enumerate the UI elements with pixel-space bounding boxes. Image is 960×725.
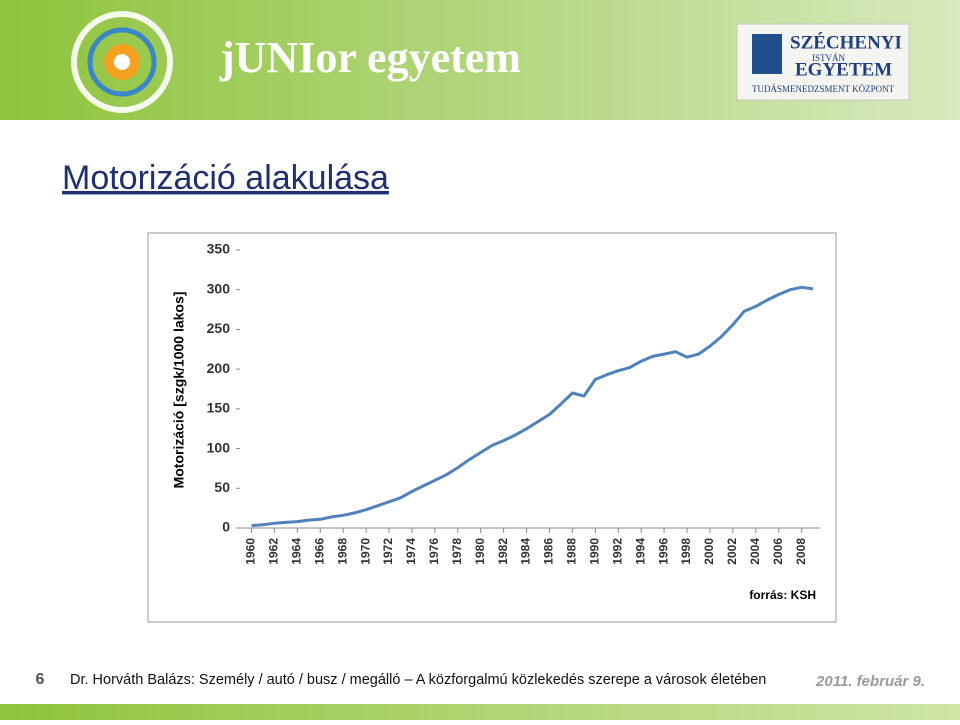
partner-name: ISTVÁN [812, 53, 845, 63]
y-tick-label: 150 [207, 400, 231, 416]
x-tick-label: 1994 [633, 538, 647, 565]
partner-emblem [752, 34, 782, 74]
data-line [251, 285, 814, 528]
x-tick-label: 1982 [496, 538, 510, 565]
x-tick-label: 1960 [244, 538, 258, 565]
x-tick-label: 2006 [771, 538, 785, 565]
footer-date: 2011. február 9. [815, 673, 925, 690]
x-tick-label: 1984 [519, 538, 533, 565]
y-tick-label: 100 [207, 439, 231, 455]
brand: jUNIor egyetem [219, 33, 521, 82]
x-tick-label: 2002 [725, 538, 739, 565]
slide-title: Motorizáció alakulása [62, 159, 389, 197]
x-tick-label: 1998 [679, 538, 693, 565]
chart-frame [147, 232, 837, 623]
y-tick-label: 50 [214, 479, 230, 495]
x-tick-label: 1986 [542, 538, 556, 565]
x-tick-label: 1976 [427, 538, 441, 565]
partner-subtitle: TUDÁSMENEDZSMENT KÖZPONT [752, 84, 895, 94]
x-tick-label: 1996 [656, 538, 670, 565]
x-tick-label: 1966 [312, 538, 326, 565]
x-tick-label: 1988 [565, 538, 579, 565]
x-tick-label: 1962 [267, 538, 281, 565]
x-tick-label: 1992 [610, 538, 624, 565]
x-tick-label: 1974 [404, 538, 418, 565]
partner-name: SZÉCHENYI [790, 31, 902, 53]
y-tick-label: 350 [207, 241, 231, 257]
x-tick-label: 2000 [702, 538, 716, 565]
y-tick-label: 300 [207, 280, 231, 296]
y-tick-label: 200 [207, 360, 231, 376]
y-axis-label: Motorizáció [szgk/1000 lakos] [171, 292, 187, 489]
y-tick-label: 250 [207, 320, 231, 336]
x-tick-label: 1978 [450, 538, 464, 565]
x-tick-label: 1970 [358, 538, 372, 565]
x-tick-label: 1990 [588, 538, 602, 565]
y-tick-label: 0 [222, 519, 230, 535]
page-number: 6 [36, 671, 45, 688]
partner-name: EGYETEM [795, 59, 892, 80]
footer-band [0, 704, 960, 720]
x-tick-label: 1972 [381, 538, 395, 565]
annotation: forrás: KSH [749, 588, 816, 602]
x-tick-label: 1968 [335, 538, 349, 565]
x-tick-label: 1964 [289, 538, 303, 565]
logo [71, 11, 173, 113]
footer-text: Dr. Horváth Balázs: Személy / autó / bus… [70, 672, 766, 688]
x-tick-label: 2008 [794, 538, 808, 565]
x-tick-label: 2004 [748, 538, 762, 565]
x-tick-label: 1980 [473, 538, 487, 565]
